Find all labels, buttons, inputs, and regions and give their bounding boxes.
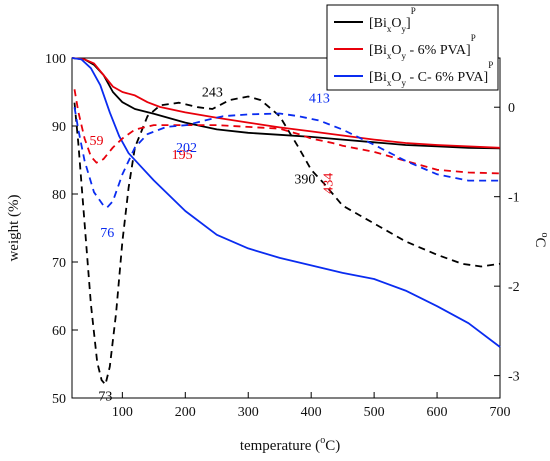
x-tick-label: 100 — [112, 405, 133, 420]
x-axis-label: temperature (oC) — [240, 435, 340, 454]
y-right-tick-label: -1 — [508, 191, 520, 206]
x-tick-label: 400 — [301, 405, 322, 420]
y-right-tick-label: -2 — [508, 280, 520, 295]
y-axis-label-right: oC — [532, 232, 550, 247]
legend-label: [BixOy - C- 6% PVA]P — [369, 60, 493, 88]
peak-label: 243 — [202, 85, 223, 100]
y-right-tick-label: -3 — [508, 370, 520, 385]
peak-label: 73 — [98, 390, 112, 405]
y-left-tick-label: 60 — [52, 324, 66, 339]
peak-label: 390 — [294, 172, 315, 187]
y-left-tick-label: 50 — [52, 392, 66, 407]
x-tick-label: 500 — [364, 405, 385, 420]
peak-label: 202 — [176, 141, 197, 156]
series-line-derivative-3 — [73, 95, 501, 386]
y-right-tick-label: 0 — [508, 101, 515, 116]
x-tick-label: 700 — [490, 405, 511, 420]
peak-label: 59 — [90, 134, 104, 149]
peak-label: 434 — [322, 173, 337, 194]
legend-label: [BixOy - 6% PVA]P — [369, 33, 476, 61]
tick-layer: 100 200 300 400 500 600 700 50 60 70 80 90 100 0 -1 -2 -… — [45, 52, 520, 420]
x-tick-label: 600 — [427, 405, 448, 420]
series-line-derivative-5 — [73, 107, 500, 209]
series-line-weight-1 — [71, 57, 501, 149]
y-left-tick-label: 80 — [52, 188, 66, 203]
peak-label: 413 — [309, 92, 330, 107]
legend: [BixOy]P[BixOy - 6% PVA]P[BixOy - C- 6% … — [326, 4, 499, 91]
x-tick-label: 300 — [238, 405, 259, 420]
series-layer — [71, 57, 501, 386]
series-line-derivative-4 — [73, 89, 501, 175]
series-line-weight-2 — [71, 57, 501, 348]
peak-label: 76 — [100, 226, 114, 241]
x-tick-label: 200 — [175, 405, 196, 420]
y-left-tick-label: 70 — [52, 256, 66, 271]
legend-label: [BixOy]P — [369, 6, 416, 34]
y-axis-label-left: weight (%) — [6, 194, 22, 261]
y-left-tick-label: 90 — [52, 120, 66, 135]
y-left-tick-label: 100 — [45, 52, 66, 67]
peak-label: 195 — [172, 148, 193, 163]
plot-frame — [71, 57, 501, 399]
